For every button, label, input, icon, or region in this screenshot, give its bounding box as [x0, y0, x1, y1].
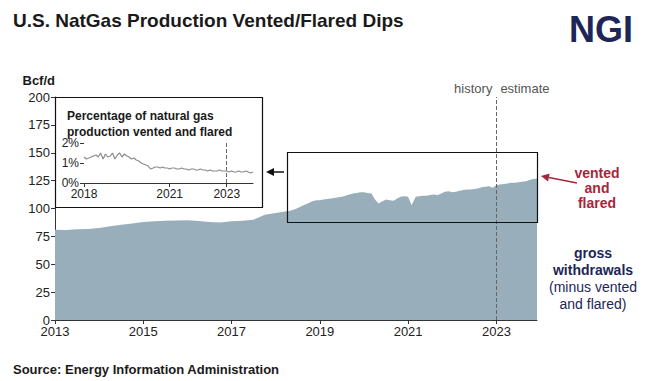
- svg-text:0: 0: [42, 312, 50, 328]
- svg-text:history: history: [454, 81, 493, 96]
- svg-text:100: 100: [28, 201, 50, 216]
- svg-text:flared: flared: [578, 195, 616, 211]
- svg-text:125: 125: [28, 173, 50, 188]
- svg-text:25: 25: [36, 285, 50, 300]
- svg-text:vented: vented: [574, 165, 619, 181]
- svg-text:2015: 2015: [129, 324, 158, 339]
- svg-text:gross: gross: [574, 245, 612, 261]
- svg-text:0%: 0%: [61, 176, 79, 190]
- svg-text:2021: 2021: [394, 324, 423, 339]
- svg-text:Energy Information Administrat: Energy Information Administration: [61, 362, 279, 377]
- svg-text:2017: 2017: [217, 324, 246, 339]
- svg-text:NGI: NGI: [569, 9, 633, 50]
- svg-text:Percentage of natural gas: Percentage of natural gas: [67, 109, 214, 123]
- svg-text:estimate: estimate: [500, 81, 549, 96]
- svg-text:2023: 2023: [213, 187, 240, 201]
- svg-text:200: 200: [28, 90, 50, 105]
- svg-text:2%: 2%: [61, 136, 79, 150]
- svg-text:and flared): and flared): [560, 296, 627, 312]
- svg-text:175: 175: [28, 117, 50, 132]
- svg-text:2013: 2013: [41, 324, 70, 339]
- svg-text:withdrawals: withdrawals: [552, 262, 633, 278]
- svg-text:50: 50: [36, 257, 50, 272]
- svg-text:U.S. NatGas Production Vented/: U.S. NatGas Production Vented/Flared Dip…: [13, 10, 404, 31]
- svg-text:2019: 2019: [305, 324, 334, 339]
- svg-text:Bcf/d: Bcf/d: [23, 73, 56, 88]
- svg-text:2021: 2021: [156, 187, 183, 201]
- svg-text:1%: 1%: [62, 156, 80, 170]
- svg-text:and: and: [585, 180, 610, 196]
- svg-text:150: 150: [28, 145, 50, 160]
- svg-text:Source:: Source:: [13, 362, 61, 377]
- svg-text:production vented and flared: production vented and flared: [67, 125, 232, 139]
- svg-text:75: 75: [36, 229, 50, 244]
- svg-text:2018: 2018: [71, 187, 98, 201]
- svg-text:(minus vented: (minus vented: [549, 279, 637, 295]
- svg-text:2023: 2023: [482, 324, 511, 339]
